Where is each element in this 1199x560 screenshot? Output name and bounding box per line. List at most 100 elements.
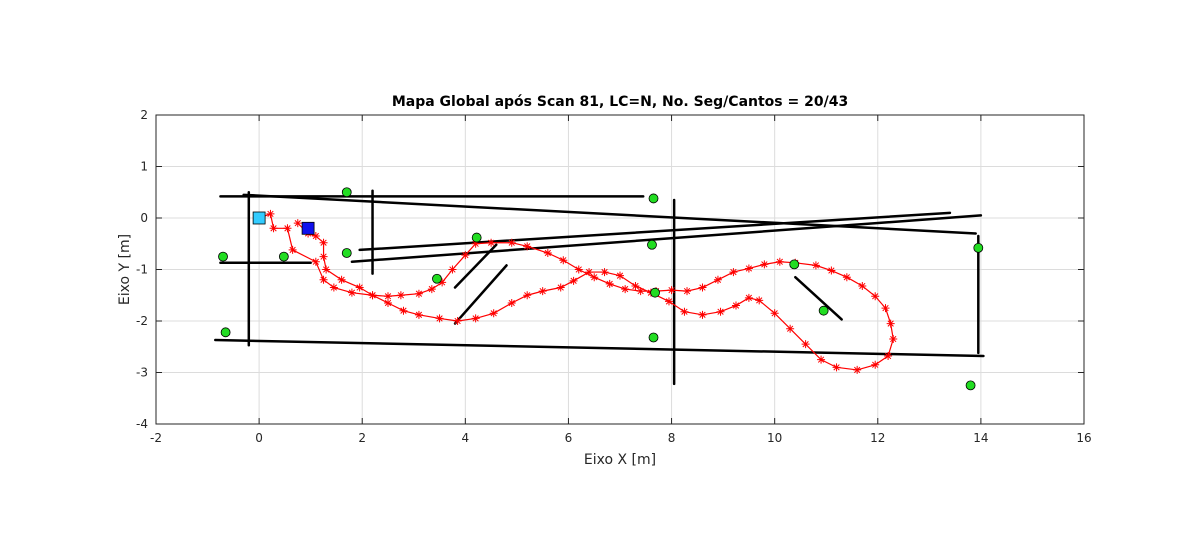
trajectory-point [600,268,609,277]
trajectory-point [266,209,275,218]
trajectory-point [636,287,645,296]
trajectory-point [414,310,423,319]
trajectory-point [384,292,392,301]
trajectory-point [716,307,725,316]
trajectory-point [698,283,707,292]
trajectory-point [347,288,356,297]
trajectory-point [569,276,578,285]
x-tick-label: 8 [668,431,676,445]
trajectory-point [507,238,516,247]
x-tick-label: 16 [1076,431,1091,445]
trajectory-point [523,242,532,251]
trajectory-point [538,287,547,296]
trajectory-point [471,314,480,323]
trajectory-point [832,363,841,372]
trajectory-point [621,285,630,294]
trajectory-point [858,281,867,290]
trajectory-point [713,275,722,284]
trajectory-point [744,293,753,302]
x-tick-label: -2 [150,431,162,445]
x-tick-label: 12 [870,431,885,445]
corner-point [341,248,352,258]
trajectory-point [884,352,893,361]
trajectory-point [427,285,436,294]
trajectory-point [283,224,292,233]
trajectory-point [842,273,851,282]
trajectory-point [889,335,898,344]
trajectory-point [590,273,599,282]
trajectory-point [507,298,516,307]
x-tick-label: 10 [767,431,782,445]
map-corners [218,187,984,391]
x-tick-label: 0 [255,431,263,445]
corner-point [789,259,800,270]
trajectory-point [543,249,552,258]
trajectory-point [523,291,532,300]
trajectory-point [881,304,890,313]
trajectory-point [732,301,740,310]
trajectory-point [438,278,447,287]
trajectory-point [827,266,836,275]
y-tick-label: 2 [140,108,148,122]
trajectory-point [337,275,346,284]
corner-point [278,251,289,262]
corner-point [650,287,660,298]
map-segment [358,211,952,252]
trajectory-point [556,283,565,292]
trajectory-point [585,268,594,277]
trajectory-point [396,291,405,300]
trajectory-point [683,287,692,296]
map-segment [350,214,983,264]
trajectory-point [664,297,673,306]
trajectory-point [319,238,328,247]
trajectory-point [311,232,320,241]
x-tick-label: 6 [565,431,573,445]
trajectory-point [319,275,328,284]
pose-markers [252,211,315,235]
corner-point [471,232,482,243]
trajectory-point [368,291,377,300]
trajectory-point [605,279,614,288]
y-tick-label: -2 [136,314,148,328]
y-tick-label: -1 [136,263,148,277]
corner-point [973,242,984,253]
trajectory-point [871,292,880,301]
trajectory-point [853,365,862,374]
x-tick-label: 2 [358,431,366,445]
trajectory-point [729,268,738,277]
map-segment [794,275,843,321]
corner-point [341,187,352,198]
y-tick-label: -4 [136,417,148,431]
trajectory-point [384,298,392,307]
trajectory-point [760,260,769,269]
trajectory-point [288,245,297,254]
trajectory-point [311,257,320,266]
trajectory-point [461,251,470,260]
x-axis-label: Eixo X [m] [584,452,656,468]
y-tick-label: -3 [136,366,148,380]
corner-point [648,332,659,343]
trajectory-point [801,340,810,349]
corner-point [965,380,976,391]
trajectory-point [322,265,331,274]
trajectory-point [616,271,624,280]
corner-point [220,327,231,338]
trajectory-point [886,319,895,328]
trajectory-point [355,283,364,292]
trajectory-point [698,310,707,319]
trajectory-point [817,355,826,364]
trajectory-point [631,281,640,290]
trajectory-point [453,317,462,325]
start-pose-marker [252,211,266,225]
trajectory-point [293,219,302,228]
trajectory-point [559,256,568,265]
y-tick-label: 0 [140,211,148,225]
end-pose-marker [301,221,315,235]
trajectory-point [435,314,444,323]
trajectory-point [399,306,408,315]
trajectory-point [269,224,278,233]
map-segment [214,338,985,358]
trajectory-point [448,265,457,274]
trajectory-point [755,296,764,305]
